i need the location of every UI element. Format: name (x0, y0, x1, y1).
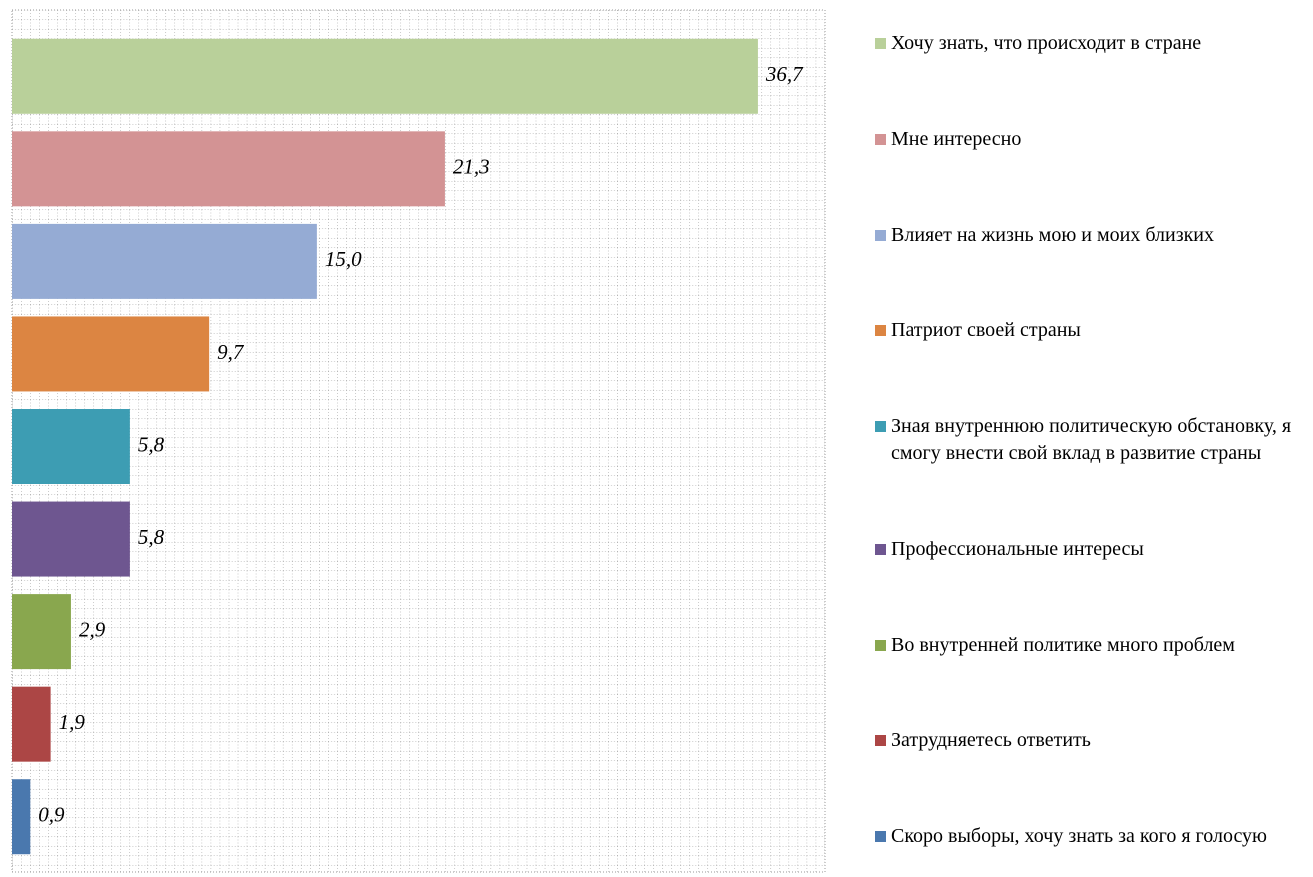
legend-label: Профессиональные интересы (891, 537, 1144, 560)
legend-label: Скоро выборы, хочу знать за кого я голос… (891, 825, 1267, 847)
legend-label: Хочу знать, что происходит в стране (891, 32, 1202, 54)
legend-swatch (875, 229, 886, 241)
chart: 36,7 21,3 15,0 9,7 5,8 5,8 2,9 1,9 0,9 (11, 9, 826, 873)
legend-label: Патриот своей страны (891, 319, 1081, 342)
legend-swatch (875, 831, 886, 842)
legend-item: Мне интересно (875, 126, 1305, 153)
legend-swatch (875, 639, 886, 651)
legend-label: Влияет на жизнь мою и моих близких (891, 223, 1215, 246)
legend-label: Мне интересно (891, 127, 1022, 150)
legend-label: Затрудняетесь ответить (891, 729, 1091, 752)
legend-swatch (875, 133, 886, 145)
legend-item: Скоро выборы, хочу знать за кого я голос… (875, 823, 1305, 850)
bar (12, 594, 71, 670)
legend-item: Профессиональные интересы (875, 536, 1305, 563)
legend-item: Затрудняетесь ответить (875, 727, 1305, 754)
legend-item: Влияет на жизнь мою и моих близких (875, 222, 1305, 249)
legend-swatch (875, 325, 886, 337)
value-label: 15,0 (325, 247, 362, 271)
legend-item: Хочу знать, что происходит в стране (875, 30, 1305, 57)
bar (12, 501, 130, 577)
value-label: 2,9 (79, 617, 106, 641)
value-label: 5,8 (138, 432, 165, 456)
legend: Хочу знать, что происходит в стране Мне и… (875, 30, 1305, 850)
legend-item: Патриот своей страны (875, 317, 1305, 344)
bar (12, 131, 445, 207)
legend-item: Зная внутреннюю политическую обстановку,… (875, 413, 1305, 467)
bar (12, 409, 130, 484)
value-label: 5,8 (138, 525, 165, 549)
value-label: 36,7 (765, 62, 804, 86)
legend-item: Во внутренней политике много проблем (875, 632, 1305, 659)
bar (12, 779, 31, 855)
value-label: 21,3 (453, 155, 490, 179)
bar (12, 316, 210, 392)
legend-swatch (875, 421, 886, 432)
legend-label: Во внутренней политике много проблем (891, 633, 1235, 656)
legend-swatch (875, 38, 886, 49)
bar (12, 38, 758, 114)
value-label: 1,9 (59, 710, 86, 734)
legend-swatch (875, 735, 886, 747)
value-label: 9,7 (217, 340, 245, 364)
bar (12, 686, 51, 762)
bar (12, 223, 317, 299)
value-label: 0,9 (38, 803, 65, 827)
legend-swatch (875, 543, 886, 555)
legend-label: Зная внутреннюю политическую обстановку,… (891, 415, 1292, 464)
